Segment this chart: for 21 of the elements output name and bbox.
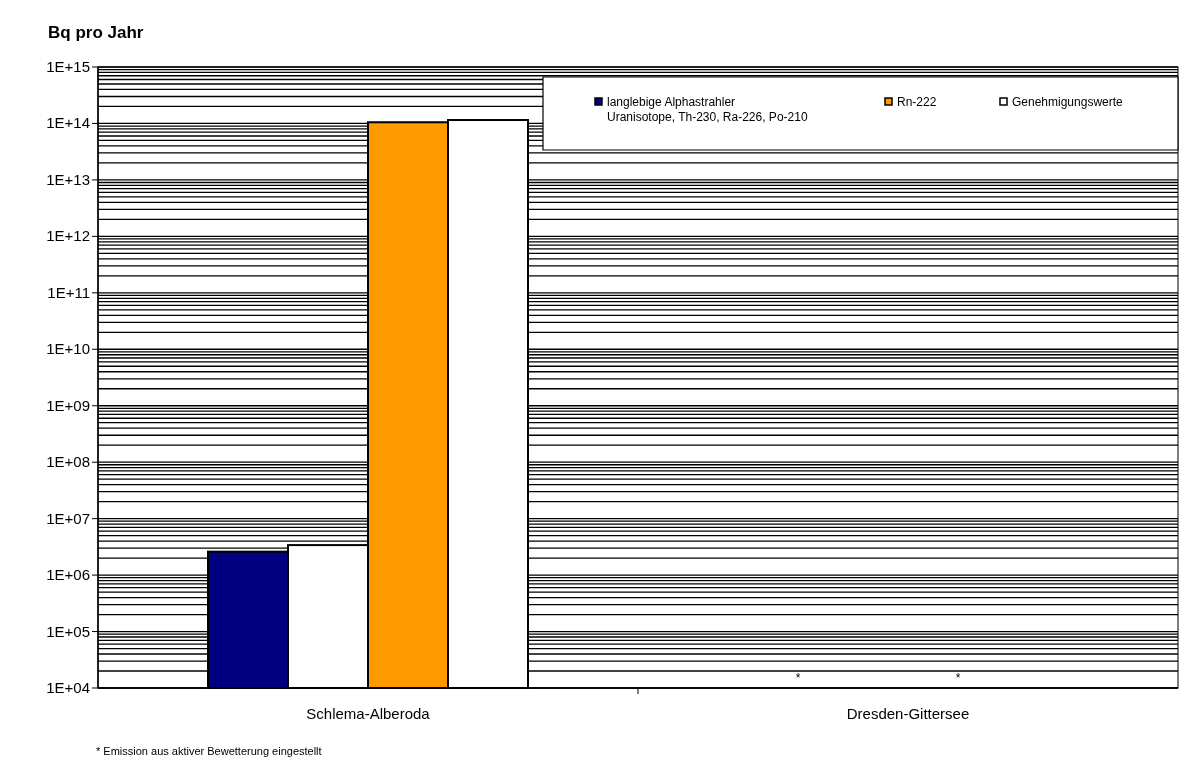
y-tick-label: 1E+10 — [46, 340, 90, 358]
y-tick-label: 1E+14 — [46, 114, 90, 132]
y-tick-label: 1E+12 — [46, 227, 90, 245]
legend-label: Genehmigungswerte — [1012, 95, 1124, 109]
y-tick-label: 1E+13 — [46, 170, 90, 188]
y-tick-label: 1E+06 — [46, 566, 90, 584]
x-tick-label: Schlema-Alberoda — [306, 705, 431, 722]
y-tick-label: 1E+09 — [46, 396, 90, 414]
text: * — [955, 671, 961, 685]
legend-label: langlebige Alphastrahler Uranisotope, Th-230, Ra-226, Po-210 — [607, 95, 808, 124]
y-tick-label: 1E+05 — [46, 622, 90, 640]
y-axis-title: Bq pro Jahr — [48, 23, 144, 42]
x-tick-label: Dresden-Gittersee — [846, 705, 970, 722]
y-tick-label: 1E+11 — [47, 283, 90, 301]
y-tick-label: 1E+15 — [46, 58, 90, 75]
legend-label: Rn-222 — [897, 95, 937, 109]
y-tick-label: 1E+08 — [46, 453, 90, 471]
text: * — [795, 671, 801, 685]
y-tick-label: 1E+07 — [46, 509, 90, 527]
y-tick-label: 1E+04 — [46, 679, 90, 696]
text: * Emission aus aktiver Bewetterung eingestellt — [96, 745, 322, 757]
